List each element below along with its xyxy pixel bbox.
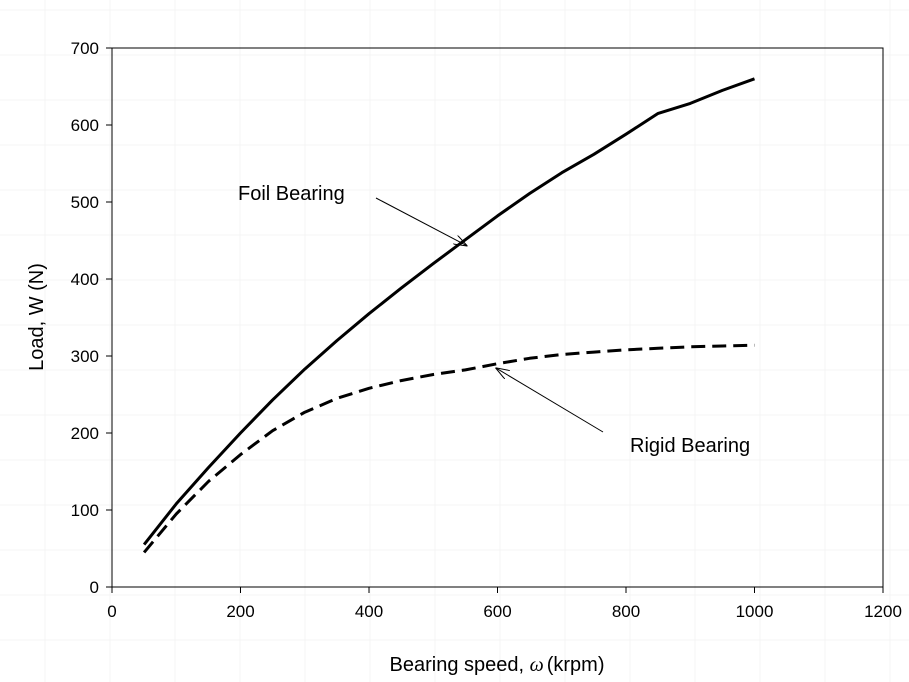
y-tick-label: 0	[90, 578, 99, 597]
annotation-arrow-foil	[375, 197, 467, 246]
plot-area-frame	[111, 47, 884, 588]
y-tick-label: 300	[71, 347, 99, 366]
x-tick-label: 1000	[736, 602, 774, 621]
y-tick-label: 700	[71, 39, 99, 58]
series-lines	[142, 77, 756, 554]
x-tick-label: 600	[483, 602, 511, 621]
y-tick-label: 400	[71, 270, 99, 289]
y-tick-label: 500	[71, 193, 99, 212]
axis-ticks: 0 200 400 600 800 1000 1200 0 100 200 300 400 500 600…	[71, 39, 902, 621]
y-tick-label: 600	[71, 116, 99, 135]
y-axis-title: Load, W (N)	[26, 263, 48, 371]
x-axis-title-unit: (krpm)	[547, 654, 605, 676]
x-tick-label: 400	[355, 602, 383, 621]
x-axis-title: Bearing speed, ω (krpm)	[390, 654, 605, 676]
x-axis-title-main: Bearing speed,	[390, 654, 530, 676]
annotation-foil-bearing: Foil Bearing	[238, 183, 345, 205]
x-tick-label: 0	[107, 602, 116, 621]
y-tick-label: 100	[71, 501, 99, 520]
omega-symbol: ω	[530, 654, 544, 676]
annotations: Foil Bearing Rigid Bearing	[238, 183, 750, 457]
x-tick-label: 800	[612, 602, 640, 621]
series-rigid-bearing	[142, 343, 755, 554]
annotation-rigid-bearing: Rigid Bearing	[630, 435, 750, 457]
x-tick-label: 200	[226, 602, 254, 621]
x-tick-label: 1200	[864, 602, 902, 621]
annotation-arrow-rigid	[496, 368, 604, 433]
y-tick-label: 200	[71, 424, 99, 443]
series-foil-bearing	[142, 77, 756, 546]
